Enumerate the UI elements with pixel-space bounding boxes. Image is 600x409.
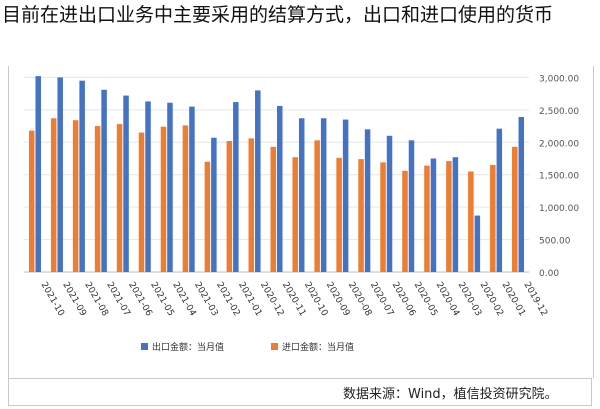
bar-import — [72, 120, 79, 272]
bar-import — [28, 130, 35, 272]
y-tick-label: 2,000.00 — [539, 139, 579, 149]
bar-import — [160, 126, 167, 272]
bar-export — [189, 106, 195, 272]
bar-export — [408, 140, 415, 272]
source-note: 数据来源：Wind，植信投资研究院。 — [343, 387, 558, 402]
bar-export — [430, 158, 437, 272]
bar-export — [233, 102, 239, 273]
bar-export — [474, 215, 481, 272]
bar-export — [101, 89, 107, 272]
legend-label: 出口金额：当月值 — [152, 341, 224, 353]
y-tick-label: 2,500.00 — [539, 107, 579, 117]
bar-export — [167, 102, 173, 272]
page-headline: 目前在进出口业务中主要采用的结算方式，出口和进口使用的货币 — [2, 4, 554, 26]
bar-import — [116, 124, 123, 272]
bar-export — [255, 90, 261, 273]
legend-swatch — [271, 343, 278, 350]
bar-import — [248, 138, 255, 272]
bar-import — [204, 161, 211, 272]
bar-import — [226, 140, 233, 272]
bar-export — [145, 101, 151, 272]
bar-import — [336, 157, 342, 272]
y-tick-label: 500.00 — [539, 237, 571, 247]
y-tick-label: 0.00 — [539, 269, 559, 279]
bar-export — [496, 128, 503, 272]
bar-import — [424, 165, 430, 272]
bar-import — [292, 157, 298, 272]
bar-import — [490, 164, 496, 272]
bar-import — [182, 125, 189, 272]
bar-export — [57, 77, 63, 272]
bar-import — [270, 146, 276, 272]
bar-import — [50, 118, 57, 272]
bar-export — [79, 80, 85, 272]
bar-import — [380, 162, 386, 272]
bar-export — [342, 119, 349, 272]
bar-export — [35, 76, 41, 272]
bar-import — [468, 171, 474, 272]
bar-export — [211, 137, 217, 272]
bar-import — [138, 132, 145, 272]
y-tick-label: 3,000.00 — [539, 74, 579, 84]
bar-import — [512, 146, 518, 272]
bar-export — [320, 118, 327, 272]
bar-import — [314, 140, 320, 272]
bar-export — [364, 129, 371, 272]
legend-swatch — [141, 343, 148, 350]
y-tick-label: 1,000.00 — [539, 204, 579, 214]
y-tick-label: 1,500.00 — [539, 172, 579, 182]
bar-export — [123, 95, 129, 273]
bar-export — [518, 116, 525, 272]
bar-export — [298, 118, 305, 272]
bar-export — [452, 157, 459, 272]
bar-import — [358, 159, 364, 272]
bar-import — [402, 170, 408, 272]
bar-export — [277, 105, 283, 272]
bar-chart: 0.00 500.00 1,000.00 1,500.00 2,000.00 2,500.… — [24, 74, 579, 353]
bar-import — [446, 161, 452, 272]
source-bar: 数据来源：Wind，植信投资研究院。 — [8, 378, 592, 406]
bar-export — [386, 135, 393, 272]
chart-figure: 0.00 500.00 1,000.00 1,500.00 2,000.00 2,500.… — [8, 66, 594, 378]
legend-label: 进口金额：当月值 — [282, 341, 354, 353]
bar-import — [94, 126, 101, 272]
